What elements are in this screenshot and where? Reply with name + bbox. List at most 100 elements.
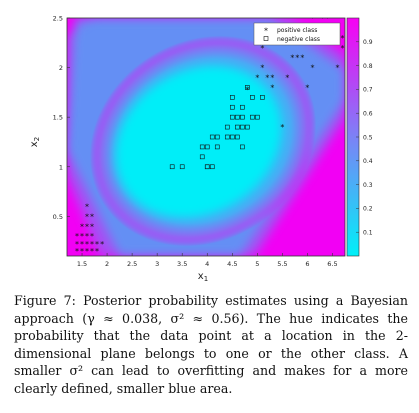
negative-class-point: [169, 164, 175, 170]
negative-class-point: [204, 164, 210, 170]
colorbar-tick-label: 0.5: [363, 134, 373, 141]
positive-class-point: *: [310, 64, 314, 73]
y-tick-label: 2: [59, 64, 63, 72]
positive-class-point: *: [325, 14, 329, 23]
colorbar-tick-label: 0.1: [363, 230, 373, 237]
positive-class-point: *: [305, 83, 309, 92]
negative-class-point: [255, 114, 260, 120]
negative-class-point: [235, 114, 240, 120]
negative-class-point: [199, 144, 205, 150]
negative-class-point: [260, 95, 265, 100]
x-tick-label: 5.5: [277, 260, 287, 268]
positive-class-point: *: [90, 240, 94, 249]
negative-class-point: [204, 144, 210, 150]
x-tick-label: 4.5: [227, 260, 237, 268]
negative-class-point: [229, 134, 235, 140]
posterior-probability-figure: * * * * ** * * * * ** * * ** * ** ****** ****** * **** ****…: [29, 14, 373, 284]
negative-class-point: [235, 134, 240, 140]
positive-class-point: *: [80, 232, 84, 241]
positive-class-point: *: [95, 240, 99, 249]
x-tick-label: 6: [305, 260, 309, 268]
colorbar: 0.1 0.2 0.3 0.4 0.5 0.6 0.7 0.8 0.9: [346, 17, 373, 257]
legend-positive-label: positive class: [277, 27, 317, 34]
negative-class-point: [214, 134, 220, 140]
positive-class-point: *: [280, 123, 284, 132]
negative-class-point: [240, 144, 245, 150]
x-tick-label: 3.5: [177, 260, 187, 268]
positive-class-point: *: [295, 54, 299, 63]
positive-class-point: *: [85, 222, 89, 231]
negative-class-point: [224, 124, 230, 130]
x-axis-label: x1: [198, 271, 208, 283]
x-tick-label: 3: [155, 260, 159, 268]
negative-class-point: [250, 95, 255, 100]
x-tick-label: 1.5: [77, 260, 87, 268]
positive-class-point: *: [340, 34, 344, 43]
x-axis-ticks: 1.5 2 2.5 3 3.5 4 4.5 5 5.5 6 6.5: [77, 253, 338, 268]
colorbar-tick-label: 0.6: [363, 111, 373, 118]
negative-class-point: [209, 134, 215, 140]
caption-text: Posterior probability estimates using a …: [14, 293, 408, 396]
colorbar-tick-label: 0.7: [363, 87, 373, 94]
negative-class-point: [235, 124, 240, 130]
negative-class-point: [199, 154, 205, 160]
colorbar-ticks: 0.1 0.2 0.3 0.4 0.5 0.6 0.7 0.8 0.9: [356, 39, 373, 237]
negative-class-point: [250, 114, 255, 120]
positive-class-point: *: [260, 64, 264, 73]
positive-class-point: *: [90, 212, 94, 221]
negative-class-point: [179, 164, 185, 170]
colorbar-tick-label: 0.8: [363, 63, 373, 70]
positive-class-point: *: [335, 64, 339, 73]
probability-heatmap: [67, 18, 345, 256]
positive-class-point: *: [85, 247, 89, 256]
positive-class-point: *: [80, 222, 84, 231]
plot-frame: [66, 17, 346, 257]
negative-class-point: [229, 95, 235, 100]
negative-class-point: [229, 104, 235, 110]
x-tick-label: 4: [205, 260, 209, 268]
positive-class-point: *: [85, 232, 89, 241]
y-axis-ticks: 0.5 1 1.5 2 2.5: [53, 15, 70, 221]
positive-class-point: *: [310, 14, 314, 23]
positive-class-point: *: [260, 44, 264, 53]
positive-class-point: *: [75, 232, 79, 241]
figure-caption: Figure 7: Posterior probability estimate…: [14, 292, 408, 398]
negative-class-point: [224, 134, 230, 140]
legend-positive-marker: *: [264, 27, 268, 36]
positive-class-point: *: [85, 202, 89, 211]
colorbar-tick-label: 0.4: [363, 158, 373, 165]
negative-class-point: [245, 124, 250, 130]
positive-class-point: *: [95, 247, 99, 256]
positive-class-point: *: [300, 54, 304, 63]
positive-class-point: *: [270, 83, 274, 92]
positive-class-point: *: [85, 240, 89, 249]
positive-class-point: *: [255, 74, 259, 83]
negative-class-point: [245, 85, 250, 90]
positive-class-point: *: [340, 44, 344, 53]
positive-class-point: *: [80, 247, 84, 256]
positive-class-point: *: [85, 212, 89, 221]
y-tick-label: 0.5: [53, 213, 63, 221]
colorbar-tick-label: 0.9: [363, 39, 373, 46]
positive-class-point: *: [90, 247, 94, 256]
y-tick-label: 2.5: [53, 15, 63, 23]
positive-class-point: *: [80, 240, 84, 249]
colorbar-tick-label: 0.2: [363, 206, 373, 213]
negative-class-point: [240, 104, 245, 110]
legend-negative-label: negative class: [277, 36, 320, 43]
x-tick-label: 5: [255, 260, 259, 268]
x-tick-label: 6.5: [327, 260, 337, 268]
x-tick-label: 2.5: [127, 260, 137, 268]
positive-class-point: *: [100, 240, 104, 249]
positive-class-point: *: [75, 240, 79, 249]
positive-class-point: *: [90, 232, 94, 241]
y-tick-label: 1.5: [53, 114, 63, 122]
x-tick-label: 2: [105, 260, 109, 268]
colorbar-tick-label: 0.3: [363, 182, 373, 189]
positive-class-point: *: [290, 54, 294, 63]
caption-prefix: Figure 7:: [14, 293, 76, 308]
negative-class-point: [209, 164, 215, 170]
negative-class-point: [240, 124, 245, 130]
y-axis-label: x2: [29, 137, 41, 147]
positive-class-point: *: [265, 74, 269, 83]
